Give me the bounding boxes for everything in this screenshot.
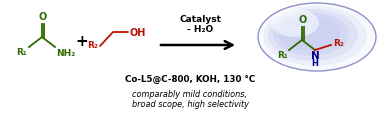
Text: N: N [311,51,319,61]
Text: Catalyst
- H₂O: Catalyst - H₂O [179,15,221,34]
Ellipse shape [268,9,358,61]
Text: R₂: R₂ [333,40,344,49]
Text: NH₂: NH₂ [56,49,75,58]
Ellipse shape [263,6,367,66]
Text: +: + [76,35,88,50]
Text: R₁: R₁ [277,51,288,60]
Ellipse shape [273,12,349,56]
Ellipse shape [258,3,376,71]
Ellipse shape [271,9,319,37]
Text: H: H [311,59,318,68]
Ellipse shape [278,15,340,51]
Text: R₁: R₁ [16,48,27,57]
Text: Co-L5@C-800, KOH, 130 °C: Co-L5@C-800, KOH, 130 °C [125,75,255,84]
Text: O: O [299,15,307,25]
Text: OH: OH [129,28,146,38]
Text: comparably mild conditions,
broad scope, high selectivity: comparably mild conditions, broad scope,… [132,90,248,109]
Text: R₂: R₂ [87,41,98,51]
Text: O: O [39,12,47,22]
